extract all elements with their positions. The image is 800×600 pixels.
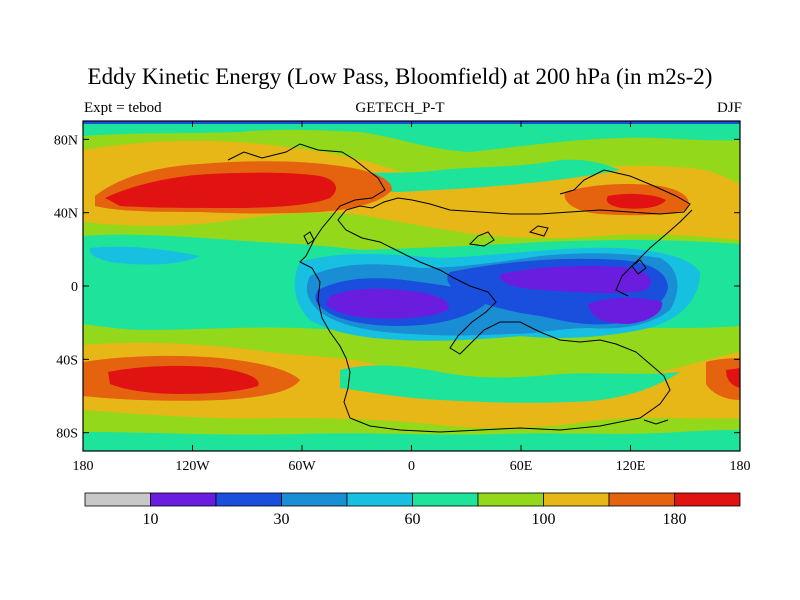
- colorbar-swatch: [477, 492, 544, 507]
- pacific-green-patch: [95, 296, 230, 320]
- paleo-coastlines: [227, 143, 693, 433]
- ekef-contour-field: [83, 121, 740, 451]
- coastline-island-1: [468, 231, 495, 247]
- colorbar-swatch: [608, 492, 675, 507]
- asia-jet-red: [606, 193, 666, 209]
- tropical-purple-east: [499, 266, 651, 294]
- y-tick-label: 40N: [54, 207, 78, 222]
- colorbar-swatch: [150, 492, 217, 507]
- colorbar-label: 30: [274, 511, 290, 528]
- sh-mid-green: [340, 365, 680, 403]
- x-tick-label: 180: [730, 459, 751, 474]
- coastline-south-tip: [643, 419, 669, 425]
- left-string: Expt = tebod: [84, 100, 162, 116]
- colorbar-label: 60: [405, 511, 421, 528]
- tropical-purple-east2: [588, 297, 663, 324]
- colorbar-label: 10: [143, 511, 159, 528]
- right-string: DJF: [716, 100, 742, 116]
- polar-nh-green: [83, 121, 740, 152]
- y-tick-label: 40S: [56, 353, 78, 368]
- coastline-island-2: [528, 225, 549, 237]
- colorbar-label: 180: [663, 511, 687, 528]
- pacific-cyan-patch: [89, 246, 200, 265]
- tropical-purple-west: [326, 288, 449, 319]
- x-tick-label: 60W: [288, 459, 316, 474]
- sh-jet-red-east: [726, 368, 740, 388]
- sh-jet-orange-east: [706, 358, 740, 400]
- nh-mid-green: [330, 159, 620, 192]
- colorbar: 10 30 60 100 180: [84, 492, 741, 528]
- colorbar-swatch: [543, 492, 610, 507]
- x-tick-label: 180: [73, 459, 94, 474]
- center-string: GETECH_P-T: [355, 100, 445, 116]
- colorbar-label: 100: [532, 511, 556, 528]
- coastline-pangea: [227, 143, 691, 433]
- plot-title: Eddy Kinetic Energy (Low Pass, Bloomfiel…: [87, 64, 713, 89]
- x-tick-label: 60E: [510, 459, 533, 474]
- colorbar-swatch: [412, 492, 479, 507]
- y-tick-label: 0: [71, 280, 78, 295]
- coastline-cimmeria: [615, 209, 693, 297]
- colorbar-swatch: [346, 492, 413, 507]
- y-tick-label: 80S: [56, 427, 78, 442]
- coastline-island-3: [631, 259, 647, 275]
- x-tick-label: 120W: [175, 459, 210, 474]
- colorbar-swatch: [281, 492, 348, 507]
- x-tick-label: 120E: [616, 459, 646, 474]
- coastline-island-4: [303, 231, 315, 245]
- colorbar-swatch: [215, 492, 282, 507]
- colorbar-swatch: [674, 492, 741, 507]
- x-tick-label: 0: [408, 459, 415, 474]
- sh-jet-red: [108, 365, 259, 394]
- x-axis: 180 120W 60W 0 60E 120E 180: [73, 121, 751, 474]
- nh-jet-red: [105, 172, 336, 208]
- colorbar-swatch: [84, 492, 151, 507]
- polar-sh-green: [83, 430, 740, 451]
- y-tick-label: 80N: [54, 133, 78, 148]
- y-axis: 80N 40N 0 40S 80S: [54, 133, 740, 442]
